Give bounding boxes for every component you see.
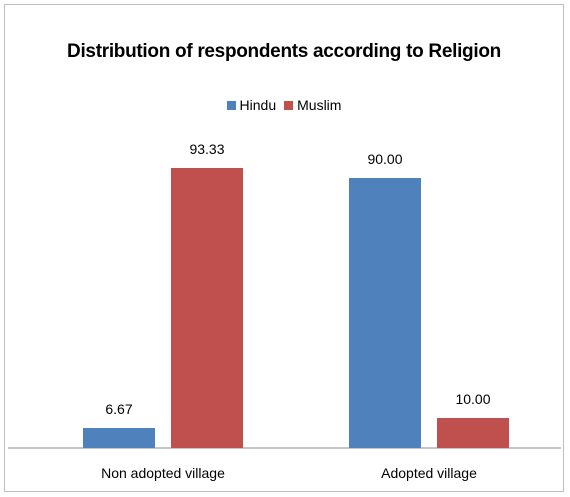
chart-frame: Distribution of respondents according to… [4,4,564,492]
legend-swatch-hindu [226,100,236,110]
legend-item-hindu: Hindu [226,97,277,113]
chart-title: Distribution of respondents according to… [67,41,501,62]
legend-swatch-muslim [284,100,294,110]
legend-label-muslim: Muslim [297,97,342,113]
bar-muslim-0 [171,168,243,448]
bar-hindu-1 [349,178,421,448]
bar-hindu-0 [83,427,155,448]
data-label-hindu-0: 6.67 [105,401,132,417]
plot-area: 6.67 93.33 Non adopted village 90.00 10.00 Ad… [8,141,561,481]
category-label-0: Non adopted village [101,465,225,481]
legend-label-hindu: Hindu [239,97,277,113]
data-label-hindu-1: 90.00 [367,151,402,167]
bar-muslim-1 [437,418,509,448]
legend-item-muslim: Muslim [284,97,341,113]
category-label-1: Adopted village [381,465,477,481]
data-label-muslim-0: 93.33 [189,141,224,157]
legend: Hindu Muslim [5,97,563,113]
data-label-muslim-1: 10.00 [455,391,490,407]
